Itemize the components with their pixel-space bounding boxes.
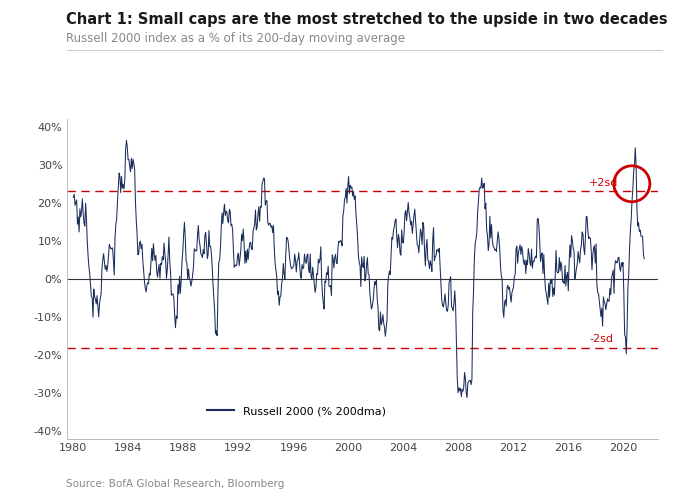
Text: Russell 2000 index as a % of its 200-day moving average: Russell 2000 index as a % of its 200-day… — [66, 32, 405, 45]
Text: +2sd: +2sd — [589, 178, 619, 187]
Text: -2sd: -2sd — [589, 334, 613, 344]
Text: Chart 1: Small caps are the most stretched to the upside in two decades: Chart 1: Small caps are the most stretch… — [66, 12, 668, 27]
Legend: Russell 2000 (% 200dma): Russell 2000 (% 200dma) — [202, 402, 391, 421]
Text: Source: BofA Global Research, Bloomberg: Source: BofA Global Research, Bloomberg — [66, 479, 285, 489]
